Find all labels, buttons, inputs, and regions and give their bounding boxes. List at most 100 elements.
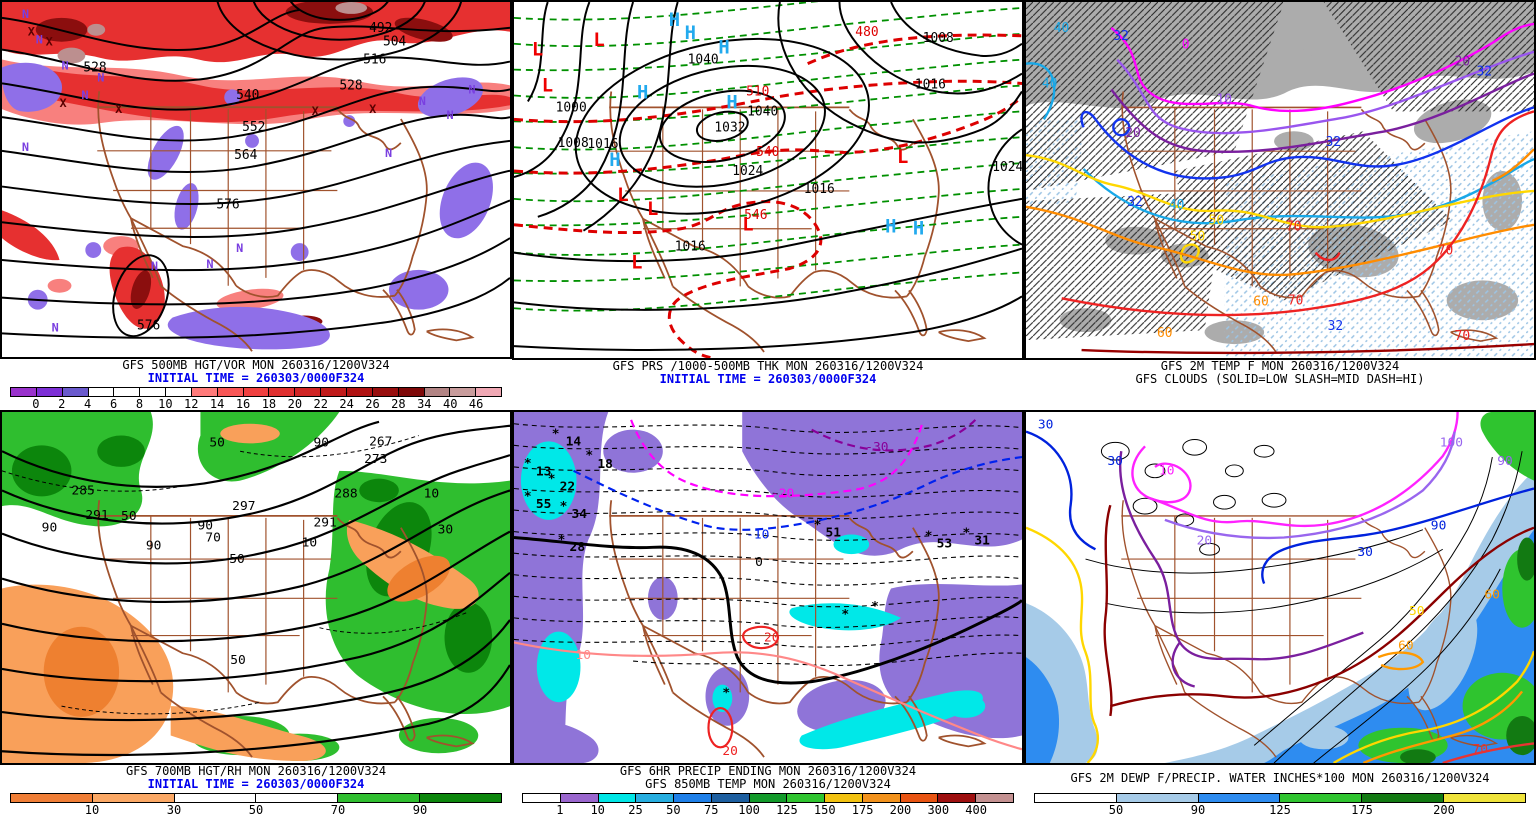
colorbar-tick-row: 50 90 125 175 200 bbox=[1034, 803, 1526, 817]
colorbar-tick-label: 28 bbox=[391, 397, 406, 410]
height-contour-labels: 267 273 285 288 291 291 297 bbox=[71, 434, 392, 530]
svg-text:L: L bbox=[532, 39, 543, 61]
svg-text:N: N bbox=[385, 146, 392, 160]
850-temp-colored-contours bbox=[514, 419, 1022, 751]
colorbar-tick-label: 24 bbox=[339, 397, 354, 410]
svg-text:-10: -10 bbox=[746, 528, 769, 543]
map-dewpoint-pwat[interactable]: 30 30 30 90 100 90 20 10 50 60 60 bbox=[1024, 410, 1536, 765]
svg-text:1016: 1016 bbox=[804, 182, 835, 197]
map-2m-temp-clouds[interactable]: 40 40 40 32 32 32 32 32 20 20 bbox=[1024, 0, 1536, 360]
panel-dewpoint-pwat[interactable]: 30 30 30 90 100 90 20 10 50 60 60 bbox=[1024, 410, 1536, 819]
svg-text:X: X bbox=[60, 96, 67, 110]
svg-text:H: H bbox=[913, 218, 924, 240]
svg-text:*: * bbox=[585, 448, 593, 463]
svg-text:0: 0 bbox=[755, 555, 763, 570]
svg-text:20: 20 bbox=[1197, 533, 1213, 548]
panel-2m-temp-clouds[interactable]: 40 40 40 32 32 32 32 32 20 20 bbox=[1024, 0, 1536, 410]
svg-text:*: * bbox=[524, 456, 532, 471]
colorbar-tick-label: 50 bbox=[248, 803, 264, 817]
colorbar-tick-label: 10 bbox=[590, 803, 605, 817]
low-pressure-symbols: LL LL LL LL bbox=[532, 29, 908, 274]
svg-text:55: 55 bbox=[536, 497, 552, 512]
colorbar-segment bbox=[338, 794, 421, 802]
colorbar-segment bbox=[1444, 794, 1525, 802]
svg-text:X: X bbox=[46, 35, 53, 49]
svg-text:50: 50 bbox=[230, 653, 246, 668]
svg-text:1024: 1024 bbox=[992, 160, 1022, 175]
colorbar-segment bbox=[560, 794, 599, 802]
svg-text:50: 50 bbox=[1209, 214, 1225, 229]
map-700mb-height-rh[interactable]: 267 273 285 288 291 291 297 50 90 50 90 … bbox=[0, 410, 512, 765]
panel-caption: GFS 700MB HGT/RH MON 260316/1200V324 bbox=[125, 764, 387, 778]
colorbar-tick-label: 50 bbox=[1108, 803, 1124, 817]
svg-text:540: 540 bbox=[756, 145, 779, 160]
colorbar-segment bbox=[1116, 794, 1199, 802]
svg-text:*: * bbox=[722, 685, 730, 700]
panel-precip-850temp[interactable]: -30 -20 -10 0 10 20 20 * 14 * 18 * 13 * 22 *… bbox=[512, 410, 1024, 819]
map-precip-850temp[interactable]: -30 -20 -10 0 10 20 20 * 14 * 18 * 13 * 22 *… bbox=[512, 410, 1024, 765]
colorbar-tick-label: 125 bbox=[1269, 803, 1291, 817]
svg-text:291: 291 bbox=[85, 508, 108, 523]
colorbar-segment bbox=[217, 388, 244, 397]
svg-text:*: * bbox=[841, 607, 849, 622]
svg-text:20: 20 bbox=[764, 630, 780, 645]
panel-mslp-thickness[interactable]: 1040 1040 1032 1000 1008 1016 1024 1016 … bbox=[512, 0, 1024, 410]
colorbar-tick-label: 4 bbox=[84, 397, 92, 410]
svg-text:297: 297 bbox=[232, 499, 255, 514]
svg-text:70: 70 bbox=[1472, 742, 1488, 757]
850-temp-subzero-contours bbox=[514, 423, 1022, 667]
svg-text:*: * bbox=[548, 472, 556, 487]
colorbar-tick-label: 14 bbox=[209, 397, 225, 410]
svg-text:1008: 1008 bbox=[923, 31, 954, 46]
svg-text:*: * bbox=[524, 489, 532, 504]
panel-caption: GFS 2M TEMP F MON 260316/1200V324 bbox=[1160, 359, 1400, 373]
colorbar-precipitable-water: 50 90 125 175 200 bbox=[1024, 791, 1536, 819]
svg-text:32: 32 bbox=[1113, 29, 1129, 44]
svg-text:90: 90 bbox=[314, 435, 330, 450]
svg-text:1040: 1040 bbox=[688, 53, 719, 68]
colorbar-segment bbox=[191, 388, 218, 397]
svg-text:13: 13 bbox=[536, 465, 552, 480]
svg-text:L: L bbox=[742, 214, 753, 236]
svg-text:70: 70 bbox=[1286, 220, 1302, 235]
svg-text:-30: -30 bbox=[865, 440, 888, 455]
svg-text:H: H bbox=[685, 22, 696, 44]
svg-text:20: 20 bbox=[1455, 55, 1471, 70]
colorbar-segment bbox=[711, 794, 750, 802]
panel-init-time: INITIAL TIME = 260303/0000F324 bbox=[659, 372, 877, 386]
colorbar-segment bbox=[11, 794, 93, 802]
panel-700mb-height-rh[interactable]: 267 273 285 288 291 291 297 50 90 50 90 … bbox=[0, 410, 512, 819]
map-mslp-thickness[interactable]: 1040 1040 1032 1000 1008 1016 1024 1016 … bbox=[512, 0, 1024, 360]
colorbar-segment bbox=[636, 794, 675, 802]
colorbar-segment bbox=[476, 388, 502, 397]
svg-text:50: 50 bbox=[121, 509, 137, 524]
svg-text:564: 564 bbox=[234, 148, 258, 163]
svg-text:30: 30 bbox=[1357, 545, 1373, 560]
height-contour-labels: 492 504 516 528 540 552 564 576 576 528 bbox=[83, 21, 406, 334]
colorbar-spacer bbox=[512, 386, 1024, 410]
svg-text:*: * bbox=[962, 526, 970, 541]
colorbar-segment bbox=[749, 794, 788, 802]
svg-text:291: 291 bbox=[314, 516, 337, 531]
panel-caption-clouds-legend: GFS CLOUDS (SOLID=LOW SLASH=MID DASH=HI) bbox=[1135, 372, 1425, 386]
colorbar-strip bbox=[522, 793, 1014, 803]
svg-text:273: 273 bbox=[364, 452, 387, 467]
svg-text:N: N bbox=[151, 259, 158, 273]
svg-text:267: 267 bbox=[369, 434, 392, 449]
panel-500mb-height-vorticity[interactable]: 492 504 516 528 540 552 564 576 576 528 … bbox=[0, 0, 512, 410]
colorbar-precip: 1 10 25 50 75 100 125 150 175 200 300 400 bbox=[512, 791, 1024, 819]
svg-text:70: 70 bbox=[1438, 244, 1454, 259]
svg-text:N: N bbox=[206, 257, 213, 271]
colorbar-strip bbox=[1034, 793, 1526, 803]
colorbar-tick-label: 25 bbox=[628, 803, 643, 817]
svg-text:L: L bbox=[593, 29, 604, 51]
svg-text:L: L bbox=[617, 184, 628, 206]
svg-text:40: 40 bbox=[1169, 198, 1185, 213]
colorbar-tick-label: 125 bbox=[776, 803, 798, 817]
map-500mb-height-vorticity[interactable]: 492 504 516 528 540 552 564 576 576 528 … bbox=[0, 0, 512, 360]
colorbar-segment bbox=[398, 388, 425, 397]
height-contours bbox=[2, 420, 510, 757]
colorbar-segment bbox=[166, 388, 192, 397]
